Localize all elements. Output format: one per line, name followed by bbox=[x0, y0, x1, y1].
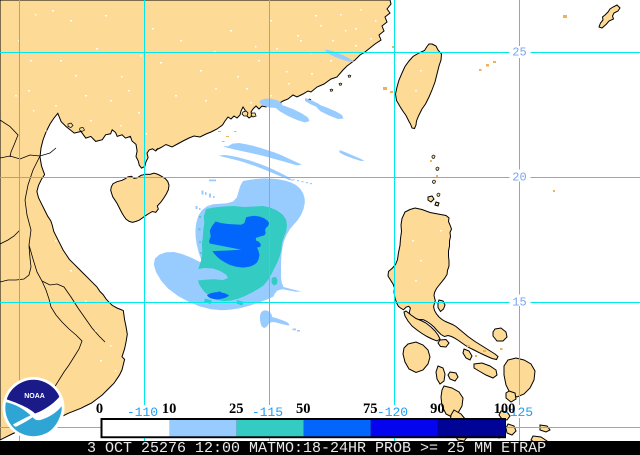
svg-text:75: 75 bbox=[363, 401, 378, 417]
svg-text:50: 50 bbox=[296, 401, 311, 417]
svg-text:25: 25 bbox=[229, 401, 244, 417]
svg-text:-120: -120 bbox=[377, 405, 408, 420]
svg-text:90: 90 bbox=[430, 401, 445, 417]
svg-text:15: 15 bbox=[512, 295, 526, 309]
svg-text:0: 0 bbox=[96, 401, 103, 417]
svg-text:NOAA: NOAA bbox=[24, 393, 45, 400]
svg-text:25: 25 bbox=[512, 45, 526, 59]
svg-text:10: 10 bbox=[162, 401, 177, 417]
svg-text:-115: -115 bbox=[252, 405, 283, 420]
svg-text:20: 20 bbox=[512, 170, 526, 184]
svg-text:-110: -110 bbox=[127, 405, 158, 420]
svg-text:100: 100 bbox=[494, 401, 516, 417]
svg-text:3 OCT 25276 12:00 MATMO:18-24H: 3 OCT 25276 12:00 MATMO:18-24HR PROB >= … bbox=[87, 440, 546, 455]
svg-text:-125: -125 bbox=[502, 405, 533, 420]
